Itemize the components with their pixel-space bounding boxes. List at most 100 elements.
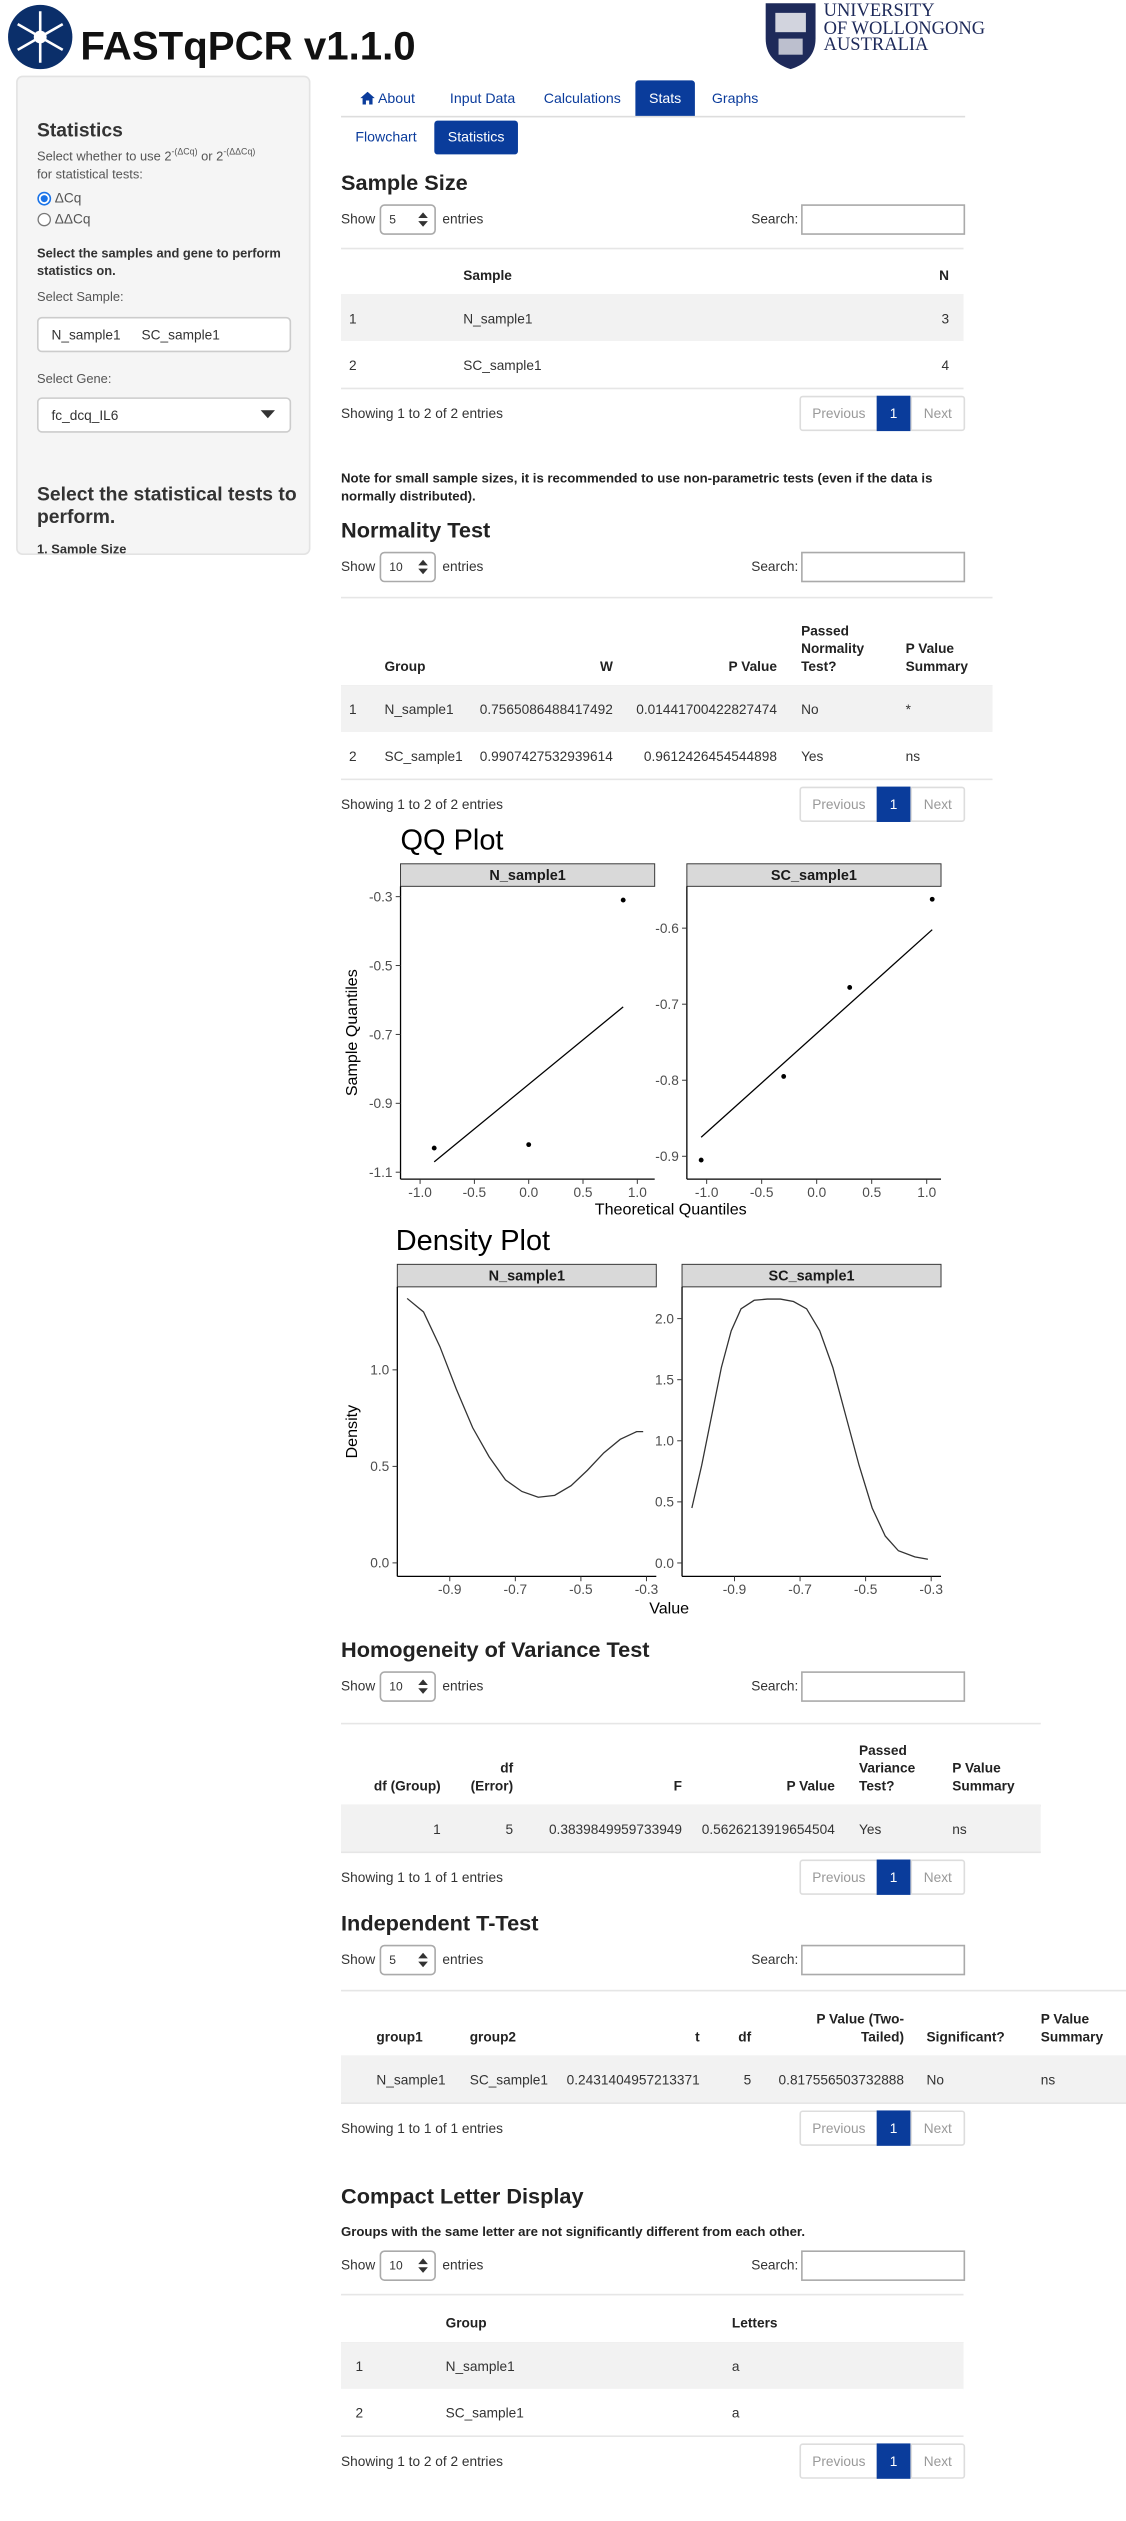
header-text[interactable]: W [599,657,613,674]
x-tick-label: -0.9 [438,1582,462,1597]
header-text[interactable]: F [673,1777,683,1794]
pager-page[interactable]: 1 [876,786,911,822]
tab-border [341,115,966,118]
tab[interactable]: About [347,80,427,115]
column-header[interactable]: P Value Summary [952,1729,1032,1795]
column-header[interactable]: P Value Summary [1041,1996,1125,2046]
header-text[interactable]: Passed Normality Test? [801,622,865,674]
facet-label: SC_sample1 [768,1268,854,1284]
pager-page[interactable]: 1 [876,395,911,432]
section-title: Normality Test [341,517,491,543]
header-text[interactable]: Letters [731,2314,778,2331]
header-text[interactable]: P Value Summary [1040,2010,1104,2045]
column-header[interactable]: t [563,1996,700,2046]
header-text[interactable]: group1 [376,2028,423,2045]
search-input[interactable] [801,1944,966,1976]
search-input[interactable] [801,2250,966,2281]
tab[interactable]: Input Data [449,90,516,107]
point [929,896,935,902]
prompt-sup: -(ΔΔCq) [223,147,256,158]
header-text[interactable]: Significant? [926,2028,1005,2045]
header-text[interactable]: Group [384,657,426,674]
header-text[interactable]: t [695,2028,700,2045]
gene-select[interactable]: fc_dcq_IL6 [36,397,292,433]
gene-label: Select Gene: [36,371,112,387]
sample-input[interactable]: N_sample1 SC_sample1 [36,316,292,353]
sample-label: Select Sample: [36,289,124,305]
header-text[interactable]: Group [445,2314,487,2331]
column-header[interactable]: Letters [732,2300,949,2332]
column-header[interactable]: group1 [376,1996,464,2046]
header-text[interactable]: Passed Variance Test? [858,1742,916,1794]
sample-chip[interactable]: N_sample1 [51,326,121,343]
radio-label[interactable]: ΔΔCq [54,210,91,227]
table-cell: SC_sample1 [384,747,463,765]
pager-page[interactable]: 1 [876,1859,911,1895]
pager-next[interactable]: Next [910,395,966,432]
subtab-active[interactable]: Statistics [434,120,518,155]
column-header[interactable]: Passed Normality Test? [801,603,878,675]
pager-next[interactable]: Next [910,2443,966,2479]
header-text[interactable]: df (Error) [470,1759,514,1794]
sample-chip[interactable]: SC_sample1 [141,326,220,343]
column-header[interactable]: F [531,1729,682,1795]
header-text[interactable]: P Value Summary [952,1759,1015,1794]
search-input[interactable] [801,204,966,235]
column-header[interactable]: Group [446,2300,711,2332]
pager-previous[interactable]: Previous [799,395,879,432]
column-header[interactable]: df (Group) [367,1729,441,1795]
length-select[interactable]: 10 [379,1671,436,1702]
search-input[interactable] [801,1671,966,1702]
table-row: 1 N_sample1 3 [341,294,964,343]
length-select[interactable]: 5 [379,204,436,235]
column-header[interactable]: Passed Variance Test? [859,1729,936,1795]
pager-previous[interactable]: Previous [799,786,879,822]
column-header[interactable]: Sample [463,254,769,285]
radio[interactable] [37,191,52,206]
column-header[interactable]: N [804,254,949,285]
x-tick-label: -0.7 [788,1582,812,1597]
tab-active[interactable]: Stats [635,80,695,116]
header-text[interactable]: df (Group) [373,1777,441,1794]
pager-previous[interactable]: Previous [799,1859,879,1895]
show-label: Show [341,1951,376,1968]
pager-page[interactable]: 1 [876,2110,911,2146]
column-header[interactable]: group2 [470,1996,567,2046]
header-text[interactable]: group2 [469,2028,517,2045]
length-select[interactable]: 5 [379,1944,436,1976]
pager-next[interactable]: Next [910,1859,966,1895]
header-text[interactable]: P Value [728,657,777,674]
tab[interactable]: Graphs [711,90,759,107]
length-select[interactable]: 10 [379,551,436,583]
header-text[interactable]: N [939,267,950,284]
radio[interactable] [37,212,51,227]
column-header[interactable]: P Value [692,1729,835,1795]
column-header[interactable]: Significant? [927,1996,1027,2046]
pager-next[interactable]: Next [910,2110,966,2146]
select-arrows [418,212,428,227]
column-header[interactable]: Group [384,603,464,675]
column-header[interactable]: P Value [631,603,777,675]
column-header[interactable]: P Value Summary [906,603,983,675]
tab[interactable]: Calculations [543,90,621,107]
radio-label[interactable]: ΔCq [54,189,82,206]
header-text[interactable]: P Value Summary [905,640,968,674]
subtab[interactable]: Flowchart [355,128,417,145]
column-header[interactable]: W [476,603,613,675]
header-text[interactable]: df [738,2028,752,2045]
column-header[interactable]: df [716,1996,751,2046]
header-text[interactable]: P Value (Two-Tailed) [816,2010,905,2045]
pager-next[interactable]: Next [910,786,966,822]
length-select[interactable]: 10 [379,2250,436,2281]
column-header[interactable]: df (Error) [457,1729,514,1795]
table-cell: 1 [433,1820,441,1837]
pager-previous[interactable]: Previous [799,2110,879,2146]
prompt-text: Select whether to use 2 [36,149,172,164]
tab-label[interactable]: About [377,90,415,107]
column-header[interactable]: P Value (Two-Tailed) [775,1996,904,2046]
search-input[interactable] [801,551,966,583]
header-text[interactable]: P Value [786,1777,835,1794]
header-text[interactable]: Sample [463,267,512,284]
pager-page[interactable]: 1 [876,2443,911,2479]
pager-previous[interactable]: Previous [799,2443,879,2479]
